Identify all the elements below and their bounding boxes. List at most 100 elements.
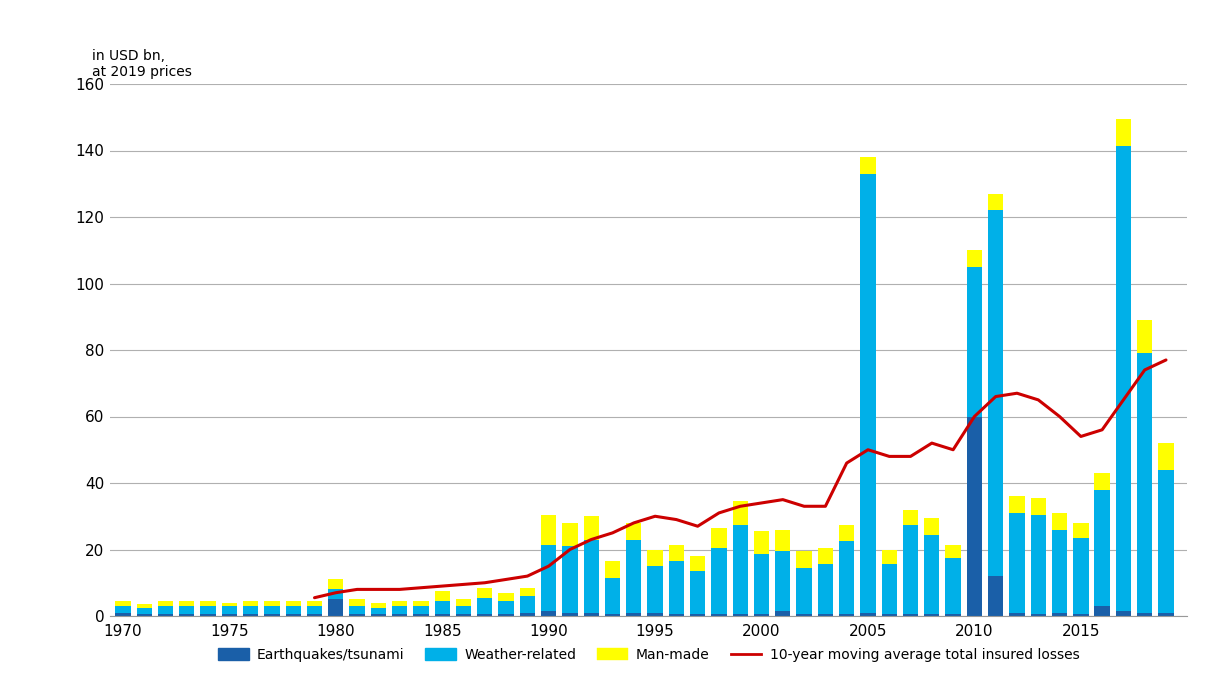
Bar	[838, 615, 854, 616]
Bar	[711, 548, 727, 615]
Bar	[307, 606, 322, 615]
Bar	[349, 599, 365, 606]
Bar	[115, 606, 131, 612]
Bar	[307, 615, 322, 616]
Bar	[1031, 498, 1047, 514]
Bar	[264, 606, 279, 615]
Bar	[179, 606, 195, 615]
Bar	[881, 564, 897, 615]
Bar	[1073, 615, 1088, 616]
Bar	[881, 550, 897, 564]
Bar	[647, 550, 662, 566]
Bar	[222, 615, 237, 616]
Bar	[733, 615, 748, 616]
Bar	[285, 606, 301, 615]
Bar	[711, 615, 727, 616]
Bar	[201, 601, 215, 606]
Bar	[967, 416, 982, 616]
Bar	[1031, 514, 1047, 615]
Bar	[285, 615, 301, 616]
Bar	[115, 601, 131, 606]
Bar	[903, 615, 918, 616]
Bar	[733, 501, 748, 524]
Bar	[158, 606, 173, 615]
Bar	[562, 523, 578, 546]
Bar	[605, 578, 621, 615]
Bar	[562, 546, 578, 612]
Bar	[988, 210, 1004, 576]
Bar	[392, 615, 408, 616]
Bar	[477, 615, 492, 616]
Bar	[1094, 473, 1110, 490]
Bar	[1051, 529, 1067, 612]
Bar	[1094, 490, 1110, 606]
Bar	[860, 612, 875, 616]
Bar	[137, 615, 152, 616]
Bar	[477, 598, 492, 615]
Bar	[435, 615, 450, 616]
Bar	[838, 541, 854, 615]
Legend: Earthquakes/tsunami, Weather-related, Man-made, 10-year moving average total ins: Earthquakes/tsunami, Weather-related, Ma…	[213, 643, 1084, 668]
Bar	[668, 561, 684, 615]
Bar	[455, 606, 471, 615]
Bar	[647, 566, 662, 612]
Bar	[414, 606, 428, 615]
Bar	[1010, 513, 1024, 612]
Bar	[392, 606, 408, 615]
Bar	[945, 558, 961, 615]
Bar	[328, 580, 344, 589]
Bar	[881, 615, 897, 616]
Bar	[818, 615, 834, 616]
Bar	[264, 601, 279, 606]
Bar	[137, 604, 152, 608]
Bar	[903, 524, 918, 615]
Bar	[775, 611, 791, 616]
Bar	[137, 608, 152, 615]
Bar	[1051, 612, 1067, 616]
Bar	[562, 612, 578, 616]
Bar	[498, 615, 514, 616]
Bar	[414, 601, 428, 606]
Bar	[838, 524, 854, 541]
Bar	[860, 157, 875, 174]
Bar	[179, 601, 195, 606]
Bar	[754, 531, 769, 554]
Bar	[627, 523, 641, 540]
Bar	[1116, 611, 1131, 616]
Bar	[520, 612, 535, 616]
Bar	[668, 545, 684, 561]
Bar	[455, 615, 471, 616]
Bar	[584, 612, 599, 616]
Bar	[1010, 612, 1024, 616]
Bar	[477, 588, 492, 598]
Bar	[158, 601, 173, 606]
Bar	[967, 251, 982, 267]
Bar	[1158, 612, 1174, 616]
Bar	[435, 601, 450, 615]
Bar	[115, 612, 131, 616]
Bar	[201, 606, 215, 615]
Bar	[201, 615, 215, 616]
Bar	[541, 611, 557, 616]
Bar	[328, 599, 344, 616]
Bar	[627, 612, 641, 616]
Bar	[775, 529, 791, 551]
Bar	[1137, 320, 1152, 354]
Bar	[690, 571, 705, 615]
Bar	[1158, 470, 1174, 612]
Bar	[264, 615, 279, 616]
Bar	[371, 603, 386, 608]
Bar	[307, 601, 322, 606]
Bar	[222, 606, 237, 615]
Bar	[498, 593, 514, 601]
Bar	[690, 615, 705, 616]
Bar	[520, 596, 535, 612]
Bar	[1073, 538, 1088, 615]
Bar	[1031, 615, 1047, 616]
Bar	[647, 612, 662, 616]
Bar	[1116, 119, 1131, 146]
Bar	[179, 615, 195, 616]
Bar	[860, 174, 875, 612]
Bar	[520, 588, 535, 596]
Text: in USD bn,
at 2019 prices: in USD bn, at 2019 prices	[92, 49, 192, 79]
